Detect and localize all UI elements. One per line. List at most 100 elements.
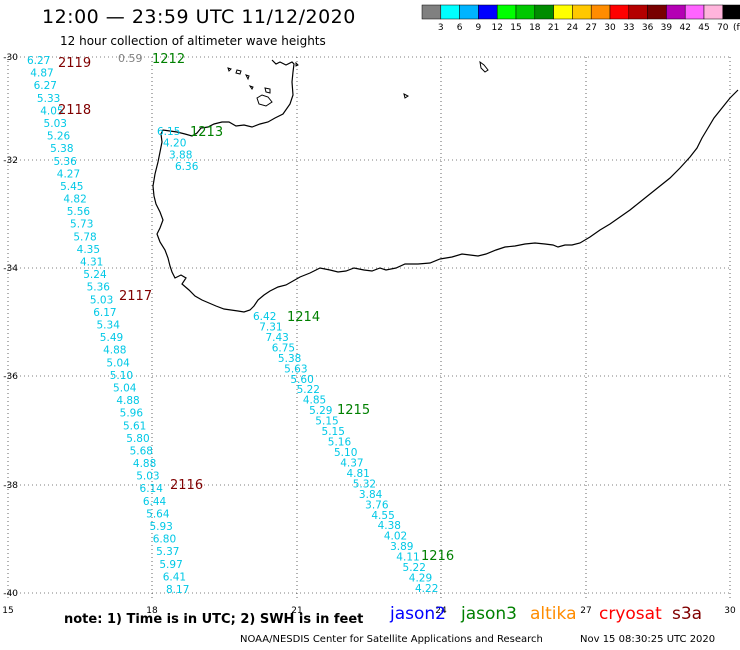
wave-height-label: 6.80 (153, 534, 176, 546)
wave-height-label: 5.34 (97, 320, 121, 332)
wave-height-label: 3.76 (365, 499, 389, 511)
wave-height-label: 4.81 (346, 468, 369, 480)
wave-height-label: 5.03 (44, 118, 67, 130)
coastline-path (152, 59, 739, 313)
wave-height-label: 4.88 (103, 345, 126, 357)
colorbar-swatch (478, 4, 498, 20)
wave-height-label: 4.22 (415, 583, 438, 595)
colorbar-tick-label: 12 (491, 23, 502, 33)
latitude-tick-label: -34 (3, 264, 18, 274)
colorbar-swatch (421, 4, 442, 20)
credit-timestamp: Nov 15 08:30:25 UTC 2020 (580, 634, 716, 645)
page-title: 12:00 — 23:59 UTC 11/12/2020 (42, 6, 356, 28)
wave-height-label: 5.33 (37, 93, 60, 105)
wave-height-label: 7.31 (259, 321, 282, 333)
wave-height-label: 4.20 (163, 138, 186, 150)
island-4 (235, 69, 242, 75)
time-label: 2116 (170, 478, 203, 493)
island-2 (256, 94, 273, 107)
wave-height-label: 5.24 (83, 269, 107, 281)
latitude-tick-label: -32 (3, 156, 18, 166)
wave-height-label: 3.84 (359, 489, 383, 501)
wave-height-label: 5.60 (290, 374, 313, 386)
wave-height-label: 5.38 (278, 353, 301, 365)
wave-height-label: 3.88 (169, 149, 192, 161)
legend-jason3: jason3 (461, 604, 517, 624)
extra-value-label: 0.59 (118, 52, 143, 65)
colorbar-swatch (440, 4, 460, 20)
time-label: 2118 (58, 103, 91, 118)
colorbar-tick-label: 21 (548, 23, 559, 33)
wave-height-label: 6.15 (157, 126, 180, 138)
credit-text: NOAA/NESDIS Center for Satellite Applica… (240, 634, 543, 645)
legend-altika: altika (530, 604, 577, 624)
wave-height-label: 5.78 (73, 231, 96, 243)
wave-height-label: 5.22 (297, 384, 320, 396)
wave-height-label: 4.31 (80, 257, 103, 269)
coastline (152, 59, 739, 313)
wave-height-label: 5.96 (120, 408, 144, 420)
time-labels: 2119 2118 2117 2116 1212 1213 1214 1215 1216 (58, 52, 454, 564)
wave-height-label: 5.45 (60, 181, 83, 193)
wave-height-label: 5.49 (100, 332, 123, 344)
time-label: 1214 (287, 310, 320, 325)
wave-height-label: 5.15 (315, 416, 338, 428)
colorbar-tick-label: 45 (698, 23, 709, 33)
wave-height-label: 6.41 (163, 571, 186, 583)
colorbar-tick-label: 42 (679, 23, 690, 33)
wave-height-label: 6.36 (175, 161, 199, 173)
longitude-tick-label: 30 (724, 606, 736, 616)
latitude-tick-label: -40 (3, 589, 18, 599)
longitude-tick-label: 18 (146, 606, 158, 616)
wave-height-label: 4.82 (63, 194, 86, 206)
colorbar-tick-label: 3 (438, 23, 444, 33)
wave-height-label: 5.10 (334, 447, 357, 459)
wave-height-label: 5.22 (403, 562, 426, 574)
colorbar-swatch (572, 4, 592, 20)
wave-height-label: 6.75 (272, 342, 295, 354)
colorbar-unit: (ft) (733, 23, 740, 33)
wave-height-label: 5.56 (67, 206, 91, 218)
wave-height-label: 4.88 (116, 395, 139, 407)
colorbar-swatch (628, 4, 648, 20)
legend-jason2: jason2 (390, 604, 446, 624)
wave-height-label: 4.88 (133, 458, 156, 470)
wave-height-label: 4.38 (378, 520, 401, 532)
island-7 (403, 93, 409, 99)
wave-height-label: 5.26 (47, 131, 71, 143)
wave-height-label: 4.02 (384, 531, 407, 543)
colorbar-swatch (515, 4, 536, 20)
wave-height-label: 5.64 (146, 508, 170, 520)
wave-height-label: 5.03 (136, 471, 159, 483)
wave-height-label: 6.27 (34, 80, 57, 92)
colorbar-swatch (666, 4, 686, 20)
wave-height-label: 4.11 (396, 552, 419, 564)
wave-height-label: 5.38 (50, 143, 73, 155)
wave-height-label: 6.42 (253, 311, 276, 323)
colorbar-tick-label: 6 (457, 23, 463, 33)
colorbar-swatch (553, 4, 573, 20)
wave-height-label: 5.04 (106, 357, 130, 369)
wave-height-label: 5.97 (159, 559, 182, 571)
wave-height-label: 5.04 (113, 382, 137, 394)
wave-height-label: 4.37 (340, 457, 363, 469)
colorbar-swatch (684, 4, 705, 20)
time-label: 2117 (119, 289, 152, 304)
wave-height-label: 4.35 (77, 244, 100, 256)
wave-height-label: 3.89 (390, 541, 413, 553)
lat-lon-grid: 15 18 21 24 27 30 -30 -32 -34 -36 -38 -40 (2, 53, 736, 616)
wave-height-label: 5.10 (110, 370, 133, 382)
wave-height-label: 4.05 (40, 105, 63, 117)
wave-height-label: 5.36 (53, 156, 77, 168)
wave-height-label: 5.73 (70, 219, 93, 231)
colorbar-swatch (647, 4, 667, 20)
latitude-tick-label: -38 (3, 481, 18, 491)
island-3 (264, 87, 271, 94)
colorbar-swatch (609, 4, 630, 20)
colorbar-swatch (703, 4, 724, 20)
latitude-tick-label: -30 (3, 53, 18, 63)
longitude-tick-label: 15 (2, 606, 13, 616)
colorbar-swatch (459, 4, 479, 20)
